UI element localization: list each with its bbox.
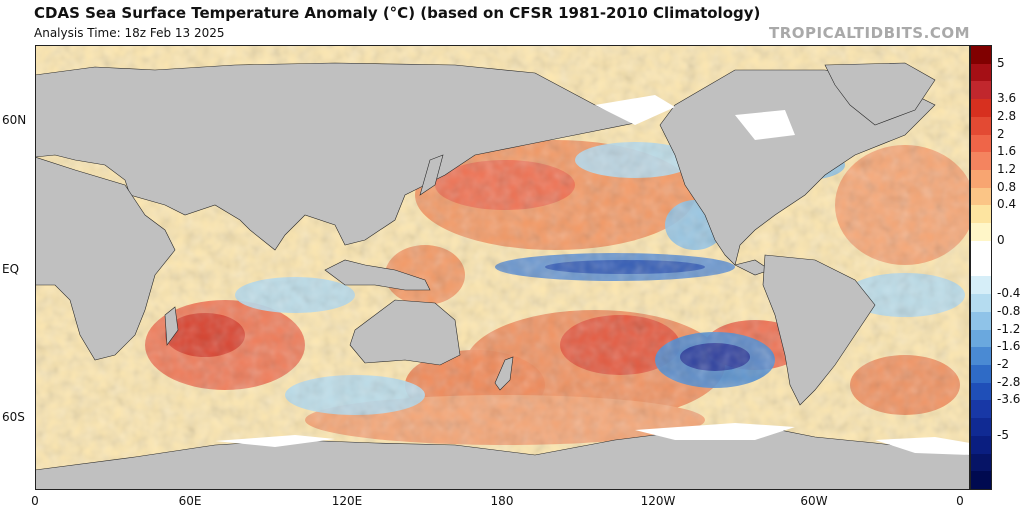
colorbar-tick-label: 0 xyxy=(997,232,1005,247)
colorbar-segment xyxy=(971,258,991,277)
lon-label-180: 180 xyxy=(490,494,514,508)
colorbar-tick-label: 2 xyxy=(997,126,1005,141)
colorbar-tick-label: 2.8 xyxy=(997,108,1017,123)
antarctic-ice-1 xyxy=(635,423,795,440)
lon-label-60w: 60W xyxy=(800,494,828,508)
africa-land xyxy=(35,156,176,361)
madagascar-land xyxy=(164,306,179,346)
colorbar-segment xyxy=(971,205,991,224)
colorbar-tick-label: 0.4 xyxy=(997,197,1017,212)
colorbar-segment xyxy=(971,134,991,153)
lon-label-0: 0 xyxy=(31,494,39,508)
colorbar-segment xyxy=(971,347,991,366)
colorbar-tick-label: -1.2 xyxy=(997,321,1021,336)
colorbar-segment xyxy=(971,187,991,206)
colorbar-segment xyxy=(971,240,991,260)
colorbar-segment xyxy=(971,294,991,313)
antarctic-ice-3 xyxy=(215,435,335,447)
colorbar xyxy=(970,45,992,490)
arctic-sea-ice xyxy=(595,95,675,125)
colorbar-segment xyxy=(971,81,991,100)
sea-ice-layer xyxy=(215,95,970,455)
land-layer xyxy=(35,62,970,490)
japan-land xyxy=(419,154,444,196)
colorbar-segment xyxy=(971,63,991,82)
colorbar-segment xyxy=(971,276,991,295)
greenland-land xyxy=(824,62,936,126)
colorbar-tick-label: 5 xyxy=(997,55,1005,70)
indonesia-land xyxy=(324,259,431,291)
eurasia-land xyxy=(35,62,636,251)
australia-land xyxy=(349,299,461,366)
colorbar-segment xyxy=(971,418,991,437)
lon-label-60e: 60E xyxy=(178,494,202,508)
map-canvas xyxy=(35,45,970,490)
colorbar-tick-label: -5 xyxy=(997,427,1009,442)
lon-label-120w: 120W xyxy=(640,494,676,508)
lon-label-0-east: 0 xyxy=(956,494,964,508)
colorbar-segment xyxy=(971,435,991,455)
colorbar-tick-label: -3.6 xyxy=(997,392,1021,407)
colorbar-tick-label: 1.2 xyxy=(997,162,1017,177)
colorbar-tick-label: 0.8 xyxy=(997,179,1017,194)
colorbar-segment xyxy=(971,311,991,331)
colorbar-tick-label: -1.6 xyxy=(997,339,1021,354)
colorbar-segment xyxy=(971,364,991,384)
analysis-time: Analysis Time: 18z Feb 13 2025 xyxy=(34,26,225,40)
hudson-ice xyxy=(735,110,795,140)
colorbar-tick-label: -2.8 xyxy=(997,374,1021,389)
colorbar-segment xyxy=(971,46,991,65)
colorbar-segment xyxy=(971,170,991,189)
colorbar-segment xyxy=(971,223,991,242)
colorbar-segment xyxy=(971,152,991,171)
source-credit: TROPICALTIDBITS.COM xyxy=(769,24,970,42)
colorbar-tick-label: -0.8 xyxy=(997,303,1021,318)
colorbar-segment xyxy=(971,329,991,348)
sst-anomaly-map xyxy=(35,45,970,490)
lat-label-60n: 60N xyxy=(2,113,27,127)
colorbar-segment xyxy=(971,453,991,472)
lon-label-120e: 120E xyxy=(331,494,363,508)
colorbar-tick-label: 1.6 xyxy=(997,144,1017,159)
colorbar-segment xyxy=(971,116,991,136)
map-title: CDAS Sea Surface Temperature Anomaly (°C… xyxy=(34,4,761,22)
colorbar-segment xyxy=(971,400,991,419)
colorbar-tick-label: -0.4 xyxy=(997,286,1021,301)
colorbar-segment xyxy=(971,471,991,490)
lat-label-60s: 60S xyxy=(2,410,25,424)
new-zealand-land xyxy=(494,356,514,391)
colorbar-segment xyxy=(971,99,991,118)
colorbar-segment xyxy=(971,382,991,401)
antarctic-ice-2 xyxy=(875,437,970,455)
colorbar-tick-label: 3.6 xyxy=(997,91,1017,106)
colorbar-tick-label: -2 xyxy=(997,356,1009,371)
south-america-land xyxy=(762,254,876,406)
map-frame xyxy=(35,45,970,490)
lat-label-eq: EQ xyxy=(2,262,20,276)
